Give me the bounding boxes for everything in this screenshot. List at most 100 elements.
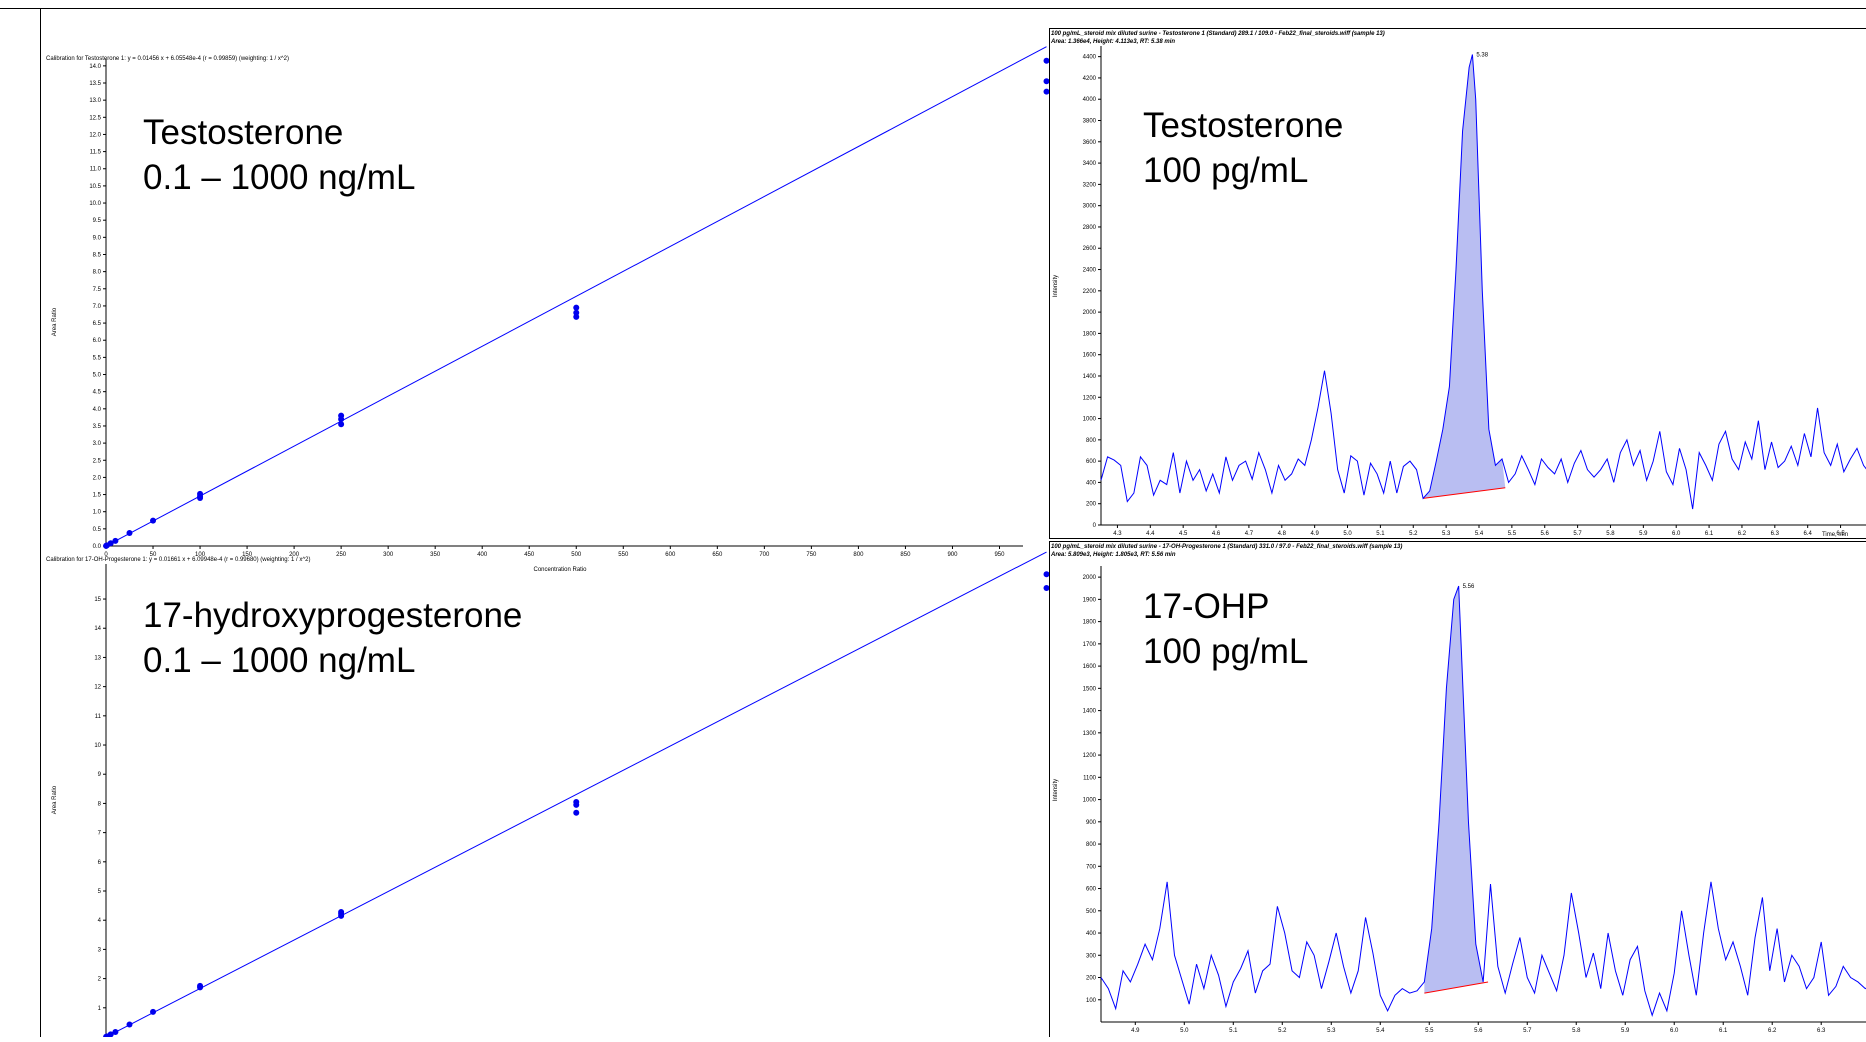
- x-tick-label: 4.6: [1212, 531, 1221, 537]
- y-tick-label: 1600: [1083, 353, 1097, 359]
- chromatogram-2-ylabel: Intensity: [1053, 779, 1059, 801]
- y-tick-label: 4: [98, 918, 102, 924]
- x-tick-label: 5.2: [1278, 1028, 1287, 1034]
- x-tick-label: 4.7: [1245, 531, 1254, 537]
- x-tick-label: 5.8: [1572, 1028, 1581, 1034]
- chromatogram-2-title: 100 pg/mL_steroid mix diluted surine - 1…: [1051, 544, 1402, 550]
- y-tick-label: 6.0: [93, 338, 102, 344]
- y-tick-label: 4.5: [93, 390, 102, 396]
- x-tick-label: 4.9: [1310, 531, 1319, 537]
- y-tick-label: 12: [94, 685, 101, 691]
- x-tick-label: 6.0: [1672, 531, 1681, 537]
- chromatogram-1-subtitle: Area: 1.366e4, Height: 4.113e3, RT: 5.38…: [1050, 39, 1175, 45]
- y-tick-label: 11.5: [90, 150, 102, 156]
- y-tick-label: 10.0: [89, 201, 101, 207]
- y-tick-label: 3.5: [93, 424, 102, 430]
- y-tick-label: 3000: [1083, 204, 1097, 210]
- y-tick-label: 1100: [1083, 775, 1097, 781]
- x-tick-label: 5.5: [1508, 531, 1517, 537]
- x-tick-label: 5.6: [1541, 531, 1550, 537]
- chromatogram-2-annotation: 17-OHP 100 pg/mL: [1143, 584, 1308, 674]
- y-tick-label: 1.5: [93, 493, 102, 499]
- x-tick-label: 6.4: [1804, 531, 1813, 537]
- calibration-2-title: Calibration for 17-OH-Progesterone 1: y …: [46, 557, 310, 563]
- y-tick-label: 11.0: [90, 167, 102, 173]
- x-tick-label: 6.2: [1768, 1028, 1777, 1034]
- y-tick-label: 300: [1086, 953, 1097, 959]
- x-tick-label: 6.1: [1719, 1028, 1728, 1034]
- x-tick-label: 5.6: [1474, 1028, 1483, 1034]
- data-point: [1044, 571, 1050, 577]
- calibration-1-xlabel: Concentration Ratio: [533, 567, 587, 573]
- x-tick-label: 5.9: [1639, 531, 1648, 537]
- y-tick-label: 200: [1086, 502, 1097, 508]
- calibration-1-title: Calibration for Testosterone 1: y = 0.01…: [46, 56, 289, 62]
- y-tick-label: 3200: [1083, 182, 1097, 188]
- x-tick-label: 5.9: [1621, 1028, 1630, 1034]
- y-tick-label: 13: [94, 655, 101, 661]
- data-point: [1044, 89, 1050, 95]
- y-tick-label: 2000: [1083, 310, 1097, 316]
- calibration-2-ylabel: Area Ratio: [52, 785, 58, 814]
- y-tick-label: 13.0: [89, 98, 101, 104]
- y-tick-label: 3600: [1083, 140, 1097, 146]
- y-tick-label: 11: [95, 714, 102, 720]
- y-tick-label: 1000: [1083, 798, 1097, 804]
- data-point: [338, 413, 344, 419]
- y-tick-label: 1: [98, 1006, 102, 1012]
- x-tick-label: 5.2: [1409, 531, 1418, 537]
- y-tick-label: 1600: [1083, 664, 1097, 670]
- data-point: [150, 518, 156, 524]
- data-point: [573, 799, 579, 805]
- data-point: [197, 491, 203, 497]
- y-tick-label: 10.5: [89, 184, 101, 190]
- y-tick-label: 600: [1086, 887, 1097, 893]
- peak-label: 5.38: [1476, 53, 1488, 59]
- x-tick-label: 350: [430, 552, 441, 558]
- y-tick-label: 4000: [1083, 97, 1097, 103]
- data-point: [127, 530, 133, 536]
- y-tick-label: 2.0: [93, 475, 102, 481]
- x-tick-label: 4.5: [1179, 531, 1188, 537]
- y-tick-label: 1200: [1083, 753, 1097, 759]
- x-tick-label: 5.1: [1376, 531, 1385, 537]
- y-tick-label: 9: [98, 772, 102, 778]
- y-tick-label: 1400: [1083, 374, 1097, 380]
- y-tick-label: 5: [98, 889, 102, 895]
- calibration-2-annotation: 17-hydroxyprogesterone 0.1 – 1000 ng/mL: [143, 593, 522, 683]
- y-tick-label: 1900: [1083, 597, 1097, 603]
- y-tick-label: 4200: [1083, 76, 1097, 82]
- y-tick-label: 2: [98, 977, 102, 983]
- x-tick-label: 450: [524, 552, 535, 558]
- y-tick-label: 8.5: [93, 252, 102, 258]
- data-point: [573, 305, 579, 311]
- y-tick-label: 400: [1086, 480, 1097, 486]
- x-tick-label: 850: [900, 552, 911, 558]
- x-tick-label: 5.4: [1475, 531, 1484, 537]
- chromatogram-2-subtitle: Area: 5.809e3, Height: 1.805e3, RT: 5.56…: [1050, 552, 1176, 558]
- x-tick-label: 6.1: [1705, 531, 1714, 537]
- x-tick-label: 6.0: [1670, 1028, 1679, 1034]
- y-tick-label: 1400: [1083, 709, 1097, 715]
- x-tick-label: 4.3: [1113, 531, 1122, 537]
- y-tick-label: 4400: [1083, 55, 1097, 61]
- y-tick-label: 1200: [1083, 395, 1097, 401]
- y-tick-label: 1500: [1083, 686, 1097, 692]
- y-tick-label: 800: [1086, 438, 1097, 444]
- y-tick-label: 12.5: [89, 115, 101, 121]
- x-tick-label: 6.3: [1771, 531, 1780, 537]
- x-tick-label: 650: [712, 552, 723, 558]
- x-tick-label: 700: [759, 552, 770, 558]
- data-point: [112, 1029, 118, 1035]
- y-tick-label: 200: [1086, 976, 1097, 982]
- y-tick-label: 0.5: [93, 527, 102, 533]
- x-tick-label: 5.3: [1442, 531, 1451, 537]
- y-tick-label: 1800: [1083, 331, 1097, 337]
- y-tick-label: 9.5: [93, 218, 102, 224]
- y-tick-label: 7.5: [93, 287, 102, 293]
- y-tick-label: 1800: [1083, 620, 1097, 626]
- x-tick-label: 250: [336, 552, 347, 558]
- y-tick-label: 15: [94, 597, 101, 603]
- data-point: [1044, 58, 1050, 64]
- y-tick-label: 0: [1093, 523, 1097, 529]
